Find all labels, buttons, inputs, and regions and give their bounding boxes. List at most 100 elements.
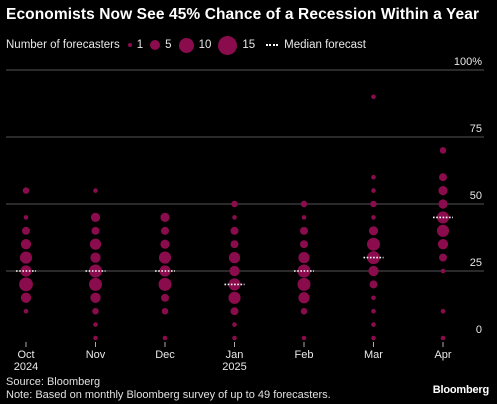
forecast-bubble [158, 251, 172, 264]
forecast-bubble [300, 307, 308, 315]
legend-size-1-label: 1 [136, 39, 144, 51]
forecast-bubble [232, 335, 237, 341]
legend-size-10: 10 [178, 37, 212, 53]
forecast-bubble [437, 239, 449, 250]
legend-bubble-10 [178, 37, 194, 53]
forecast-bubble [19, 277, 33, 292]
forecast-bubble [161, 293, 169, 302]
forecast-bubble [23, 308, 29, 314]
forecast-bubble [300, 226, 308, 235]
legend-median-swatch [266, 44, 279, 46]
forecast-bubble [229, 265, 240, 277]
forecast-bubble [438, 186, 448, 196]
forecast-bubble [92, 307, 99, 315]
forecast-bubble [230, 240, 239, 249]
y-tick-label: 75 [470, 123, 482, 135]
forecast-bubble [436, 224, 450, 237]
bloomberg-logo: Bloomberg [432, 384, 489, 396]
forecast-bubble [161, 307, 169, 315]
y-tick-label: 100% [454, 56, 482, 68]
x-tick-label: Oct [17, 349, 34, 361]
legend-bubble-1 [127, 43, 132, 47]
forecast-bubble [231, 200, 238, 208]
forecast-bubble [23, 215, 29, 220]
forecast-bubble [371, 322, 376, 327]
legend-median-label: Median forecast [284, 39, 366, 51]
forecast-bubble [440, 308, 446, 314]
forecast-bubble [162, 335, 168, 341]
forecast-bubble [160, 212, 170, 222]
forecast-bubble [371, 295, 376, 301]
forecast-bubble [368, 226, 379, 236]
legend-median: Median forecast [262, 39, 366, 51]
x-tick-label: Feb [295, 349, 314, 361]
forecast-bubble [366, 237, 381, 251]
forecast-bubble [22, 187, 30, 194]
forecast-bubble [90, 292, 101, 303]
forecast-bubble [371, 308, 376, 314]
forecast-bubble [371, 335, 376, 341]
forecast-bubble [228, 291, 241, 304]
legend-bubble-5 [150, 40, 161, 50]
forecast-bubble [438, 199, 448, 209]
forecast-bubble [371, 215, 376, 220]
x-tick-label: Nov [86, 349, 106, 361]
forecast-bubble [298, 292, 310, 304]
x-tick-label: Jan [226, 349, 244, 361]
forecast-bubble [160, 239, 170, 249]
forecast-bubble [228, 251, 241, 264]
legend-size-5-label: 5 [165, 39, 172, 51]
forecast-bubble [301, 335, 307, 341]
footnote: Note: Based on monthly Bloomberg survey … [6, 389, 331, 401]
forecast-bubble [20, 239, 32, 250]
forecast-bubble [230, 307, 239, 316]
y-tick-label: 25 [470, 257, 482, 269]
forecast-bubble [439, 173, 447, 182]
forecast-bubble [230, 226, 239, 235]
forecast-bubble [440, 335, 446, 341]
forecast-bubble [161, 226, 169, 235]
forecast-bubble [297, 277, 311, 291]
forecast-bubble [20, 292, 32, 303]
forecast-bubble [368, 265, 379, 277]
x-tick-label: Apr [434, 349, 451, 361]
x-tick-label: 2024 [14, 361, 38, 373]
forecast-bubble [301, 215, 307, 220]
forecast-bubble [93, 322, 98, 327]
forecast-bubble [22, 226, 30, 235]
forecast-bubble [371, 188, 376, 193]
legend-size-1: 1 [127, 39, 144, 51]
forecast-bubble [440, 268, 446, 274]
legend-size-15-label: 15 [242, 39, 256, 51]
x-tick-label: Dec [155, 349, 175, 361]
legend-size-5: 5 [150, 39, 172, 51]
legend-size-label: Number of forecasters [6, 39, 120, 51]
forecast-bubble [158, 277, 172, 291]
forecast-bubble [93, 188, 98, 193]
forecast-bubble [88, 277, 103, 291]
forecast-bubble [369, 280, 378, 289]
x-tick-label: 2025 [222, 361, 246, 373]
forecast-bubble [370, 200, 377, 208]
legend-bubble-15 [218, 35, 238, 55]
forecast-bubble [89, 238, 102, 250]
y-tick-label: 0 [476, 324, 482, 336]
legend: Number of forecasters 1 5 10 15 Median f… [6, 35, 373, 55]
forecast-bubble [93, 335, 98, 341]
legend-size-10-label: 10 [198, 39, 212, 51]
source-note: Source: Bloomberg [6, 376, 101, 388]
forecast-bubble [439, 253, 447, 262]
forecast-bubble [298, 251, 310, 264]
forecast-bubble [371, 174, 376, 180]
forecast-bubble [371, 94, 376, 100]
forecast-bubble [91, 226, 100, 235]
x-tick-label: Mar [364, 349, 383, 361]
forecast-bubble [90, 252, 101, 263]
y-tick-label: 50 [470, 190, 482, 202]
forecast-bubble [439, 147, 447, 154]
forecast-bubble [300, 200, 308, 208]
legend-size-15: 15 [218, 35, 256, 55]
forecast-bubble [300, 240, 308, 249]
forecast-bubble [232, 215, 237, 220]
